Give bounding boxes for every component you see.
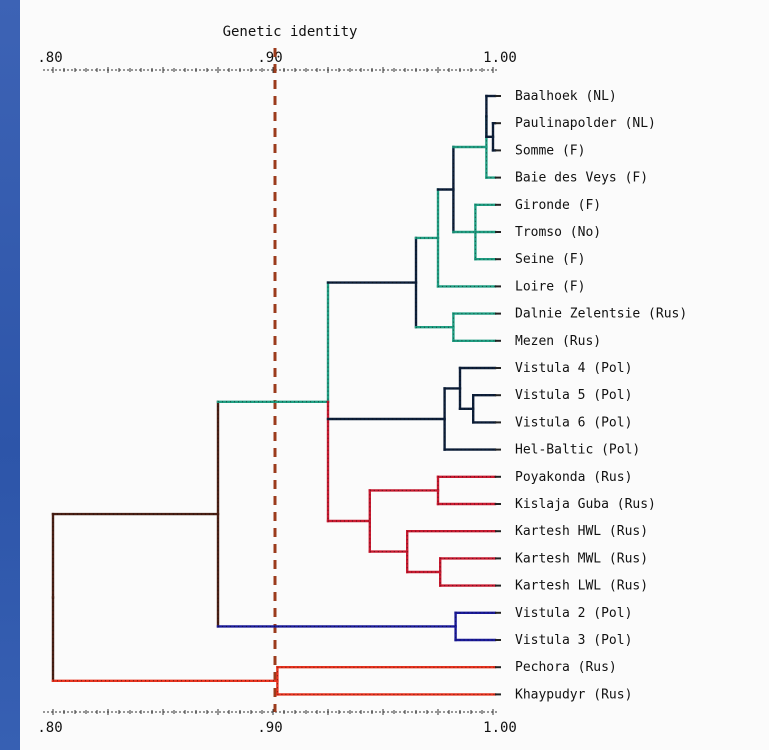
tick-label: .80 xyxy=(37,720,62,736)
bottom-axis: .80 .90 1.00 xyxy=(37,709,517,736)
tick-label: 1.00 xyxy=(483,720,517,736)
taxon-label: Baalhoek (NL) xyxy=(515,89,617,104)
taxon-label: Vistula 4 (Pol) xyxy=(515,361,632,376)
taxon-label: Vistula 5 (Pol) xyxy=(515,388,632,403)
taxon-label: Gironde (F) xyxy=(515,198,601,213)
figure-paper xyxy=(20,0,769,750)
top-axis: .80 .90 1.00 xyxy=(37,50,517,73)
tick-label: .90 xyxy=(257,720,282,736)
taxon-label: Kartesh MWL (Rus) xyxy=(515,551,648,566)
taxon-label: Seine (F) xyxy=(515,252,585,267)
taxon-label: Kartesh LWL (Rus) xyxy=(515,579,648,594)
taxon-label: Tromso (No) xyxy=(515,225,601,240)
taxon-label: Vistula 6 (Pol) xyxy=(515,415,632,430)
axis-title: Genetic identity xyxy=(223,24,358,40)
tick-label: .90 xyxy=(257,50,282,66)
tick-label: .80 xyxy=(37,50,62,66)
taxon-label: Pechora (Rus) xyxy=(515,660,617,675)
tree-branches xyxy=(51,94,497,696)
taxon-label: Loire (F) xyxy=(515,279,585,294)
taxon-label: Vistula 3 (Pol) xyxy=(515,633,632,648)
taxon-label: Khaypudyr (Rus) xyxy=(515,687,632,702)
taxon-label: Mezen (Rus) xyxy=(515,334,601,349)
taxon-label: Baie des Veys (F) xyxy=(515,171,648,186)
taxon-label: Somme (F) xyxy=(515,143,585,158)
taxon-label: Vistula 2 (Pol) xyxy=(515,606,632,621)
tick-label: 1.00 xyxy=(483,50,517,66)
taxon-label: Paulinapolder (NL) xyxy=(515,116,656,131)
taxon-label: Kartesh HWL (Rus) xyxy=(515,524,648,539)
taxon-labels: Baalhoek (NL) Paulinapolder (NL) Somme (F)… xyxy=(495,89,687,702)
taxon-label: Kislaja Guba (Rus) xyxy=(515,497,656,512)
taxon-label: Hel-Baltic (Pol) xyxy=(515,443,640,458)
taxon-label: Dalnie Zelentsie (Rus) xyxy=(515,307,687,322)
taxon-label: Poyakonda (Rus) xyxy=(515,470,632,485)
